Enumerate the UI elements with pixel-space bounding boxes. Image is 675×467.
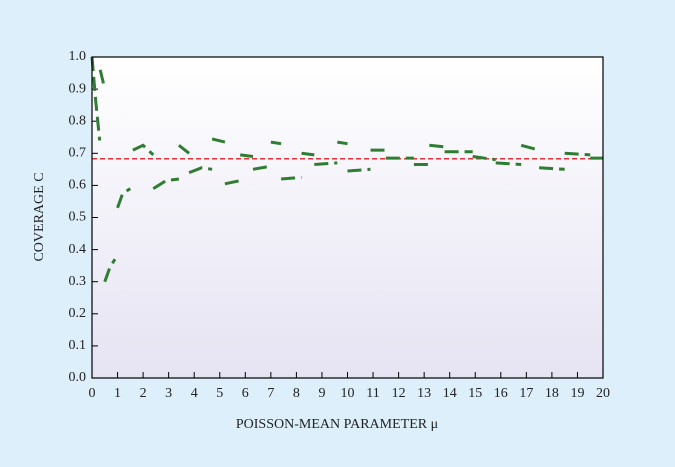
x-tick-label: 16 [494,386,508,401]
x-tick-label: 14 [443,386,457,401]
x-tick-label: 1 [114,386,121,401]
x-tick-label: 10 [341,386,355,401]
x-tick-label: 13 [417,386,431,401]
x-tick-label: 20 [596,386,610,401]
x-tick-label: 9 [318,386,325,401]
plot-area [92,57,603,378]
y-tick-label: 0.0 [69,370,87,385]
x-tick-label: 15 [468,386,482,401]
y-tick-label: 0.6 [69,178,87,193]
x-tick-label: 7 [267,386,274,401]
x-tick-label: 8 [293,386,300,401]
y-tick-label: 0.1 [69,338,87,353]
plot-frame [91,56,604,379]
x-tick-label: 17 [519,386,533,401]
x-axis-label: POISSON-MEAN PARAMETER μ [236,417,438,432]
x-tick-label: 6 [242,386,249,401]
coverage-line [90,56,603,283]
y-tick-label: 0.8 [69,113,87,128]
y-tick-label: 0.2 [69,306,87,321]
x-tick-label: 3 [165,386,172,401]
x-tick-label: 5 [216,386,223,401]
x-tick-label: 19 [570,386,584,401]
x-tick-label: 2 [140,386,147,401]
y-tick-label: 0.7 [69,146,87,161]
y-tick-label: 0.5 [69,210,87,225]
y-tick-label: 1.0 [69,49,87,64]
y-axis-label: COVERAGE C [32,172,47,261]
x-tick-label: 11 [366,386,379,401]
y-tick-label: 0.4 [69,242,87,257]
y-tick-label: 0.9 [69,81,87,96]
x-tick-label: 4 [191,386,198,401]
y-tick-label: 0.3 [69,274,87,289]
x-tick-label: 12 [392,386,406,401]
x-tick-label: 18 [545,386,559,401]
x-tick-label: 0 [89,386,96,401]
